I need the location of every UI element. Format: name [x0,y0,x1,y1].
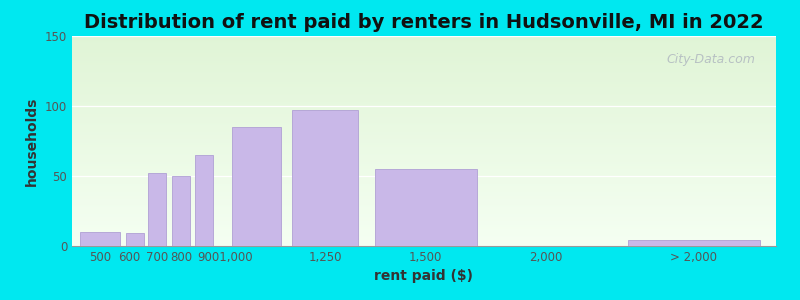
X-axis label: rent paid ($): rent paid ($) [374,269,474,284]
Bar [374,169,477,246]
Text: City-Data.com: City-Data.com [666,53,755,66]
Bar [293,110,358,246]
Bar [231,127,281,246]
Bar [195,155,214,246]
Y-axis label: households: households [26,96,39,186]
Title: Distribution of rent paid by renters in Hudsonville, MI in 2022: Distribution of rent paid by renters in … [84,13,764,32]
Bar [126,233,144,246]
Bar [628,240,759,246]
Bar [172,176,190,246]
Bar [80,232,120,246]
Bar [148,173,166,246]
